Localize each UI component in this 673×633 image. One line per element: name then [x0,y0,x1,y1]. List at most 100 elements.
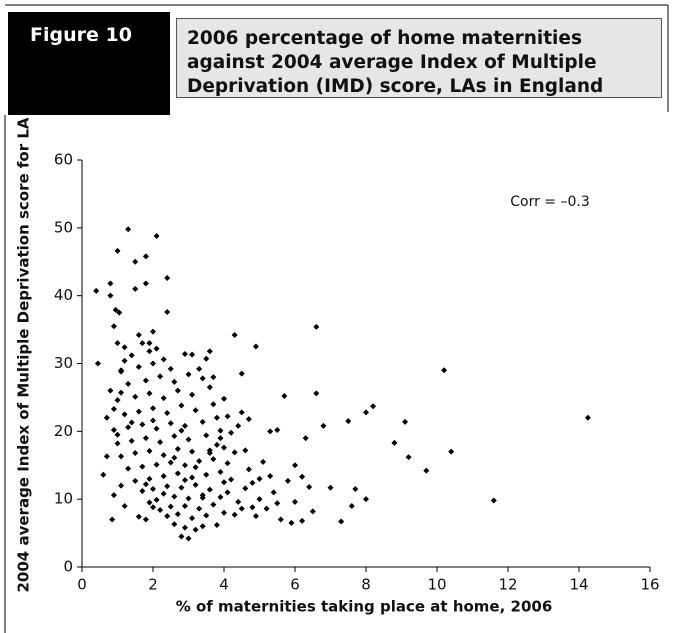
point [299,517,306,524]
point [185,371,192,378]
point [238,370,245,377]
point [118,367,125,374]
point [100,471,107,478]
point [203,432,210,439]
point [178,533,185,540]
point [150,360,156,367]
point [217,427,224,434]
point [135,332,142,339]
point [139,463,146,470]
point [270,489,277,496]
point [146,390,153,397]
point [189,391,196,398]
point [142,481,149,488]
point [142,435,149,442]
point [210,501,217,508]
point [235,422,242,429]
point [128,352,135,359]
point [206,384,213,391]
point [110,492,117,499]
point [245,416,252,423]
point [267,473,274,480]
point [242,485,249,492]
point [125,424,132,431]
point [157,439,164,446]
x-axis-label: % of maternities taking place at home, 2… [176,598,553,616]
point [206,450,213,457]
point [114,397,121,404]
point [167,365,174,372]
point [249,479,256,486]
point [160,473,167,480]
point [153,461,160,468]
point [109,516,116,523]
point [228,476,235,483]
point [309,508,316,515]
point [142,280,149,287]
point [320,422,327,429]
point [281,393,288,400]
point [363,496,369,503]
point [157,373,164,380]
point [153,232,160,239]
point [93,287,100,294]
point [213,521,220,528]
point [164,513,171,520]
point [181,422,188,429]
point [363,409,369,416]
x-tick-label: 4 [219,576,229,594]
point [391,439,398,446]
point [135,513,142,520]
point [118,389,125,396]
point [199,375,206,382]
point [274,426,281,433]
point [118,453,125,460]
point [189,448,196,455]
point [206,348,213,355]
point [231,511,238,518]
point [135,363,142,370]
point [224,413,231,420]
point [178,427,185,434]
y-tick-label: 10 [54,490,73,508]
point [160,452,167,459]
figure-label: Figure 10 [8,12,170,115]
point [185,436,192,443]
point [490,497,497,504]
point [256,496,263,503]
point [150,504,156,511]
point [192,526,199,533]
y-tick-label: 40 [54,286,73,304]
point [274,500,281,507]
y-axis-label: 2004 average Index of Multiple Deprivati… [15,117,33,592]
point [116,309,123,316]
point [196,505,203,512]
point [448,448,455,455]
point [146,475,153,482]
point [277,516,284,523]
point [245,466,252,473]
point [132,258,139,265]
point [114,431,121,438]
point [128,437,135,444]
point [252,513,259,520]
chart-title: 2006 percentage of home maternities agai… [176,18,662,98]
point [267,428,274,435]
point [94,360,101,367]
point [224,489,231,496]
point [352,485,359,492]
point [171,454,178,461]
point [235,498,242,505]
point [260,458,267,465]
x-tick-label: 8 [361,576,371,594]
point [256,475,263,482]
point [121,411,128,418]
point [142,516,149,523]
point [313,390,320,397]
point [128,419,135,426]
point [164,410,171,417]
point [142,253,149,260]
x-tick-label: 12 [498,576,517,594]
point [160,395,167,402]
